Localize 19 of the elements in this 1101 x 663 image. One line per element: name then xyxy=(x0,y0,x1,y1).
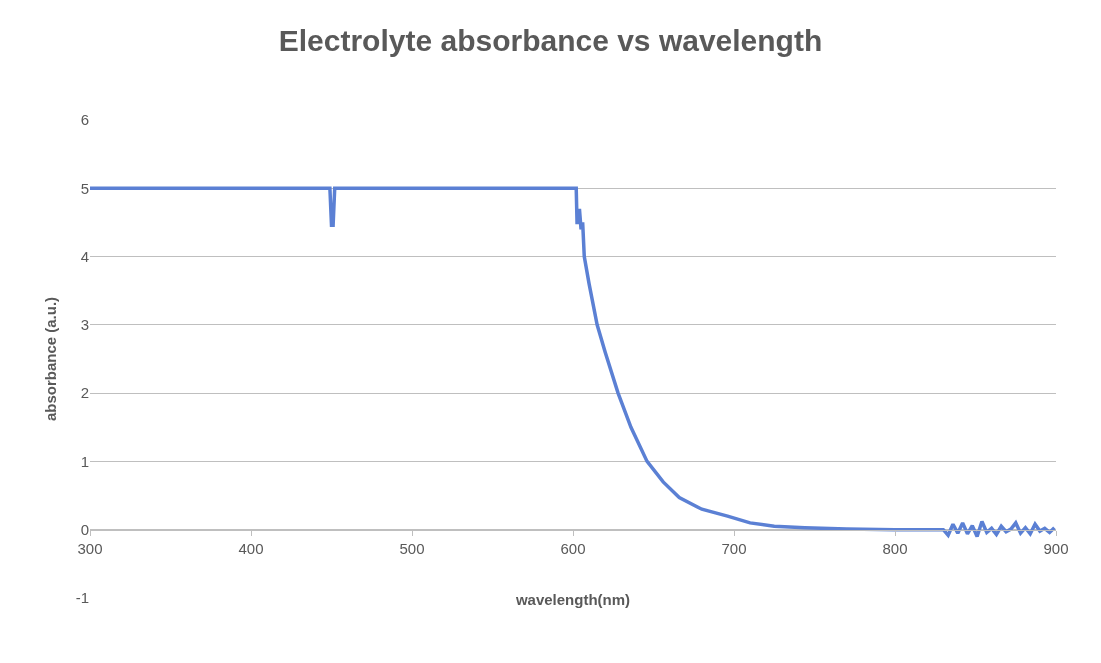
chart-title: Electrolyte absorbance vs wavelength xyxy=(278,23,823,57)
x-tick-label: 500 xyxy=(399,539,425,557)
y-tick-label: 2 xyxy=(80,384,89,402)
line-series xyxy=(90,186,1056,539)
y-tick-label: 0 xyxy=(80,520,89,538)
x-tick-label: 600 xyxy=(560,539,586,557)
y-tick-label: 1 xyxy=(80,452,89,470)
y-tick-label: 3 xyxy=(80,316,89,334)
y-tick-label: 4 xyxy=(80,247,89,265)
y-tick-label: 5 xyxy=(80,179,89,197)
x-tick-label: 900 xyxy=(1043,539,1069,557)
x-tick-label: 700 xyxy=(721,539,747,557)
y-axis-title: absorbance (a.u.) xyxy=(41,296,59,422)
x-tick-label: 400 xyxy=(238,539,264,557)
y-tick-label: 6 xyxy=(80,111,89,129)
x-axis-title: wavelength(nm) xyxy=(514,590,631,608)
x-tick-label: 300 xyxy=(77,539,103,557)
y-tick-label: -1 xyxy=(75,589,89,607)
x-tick-label: 800 xyxy=(882,539,908,557)
